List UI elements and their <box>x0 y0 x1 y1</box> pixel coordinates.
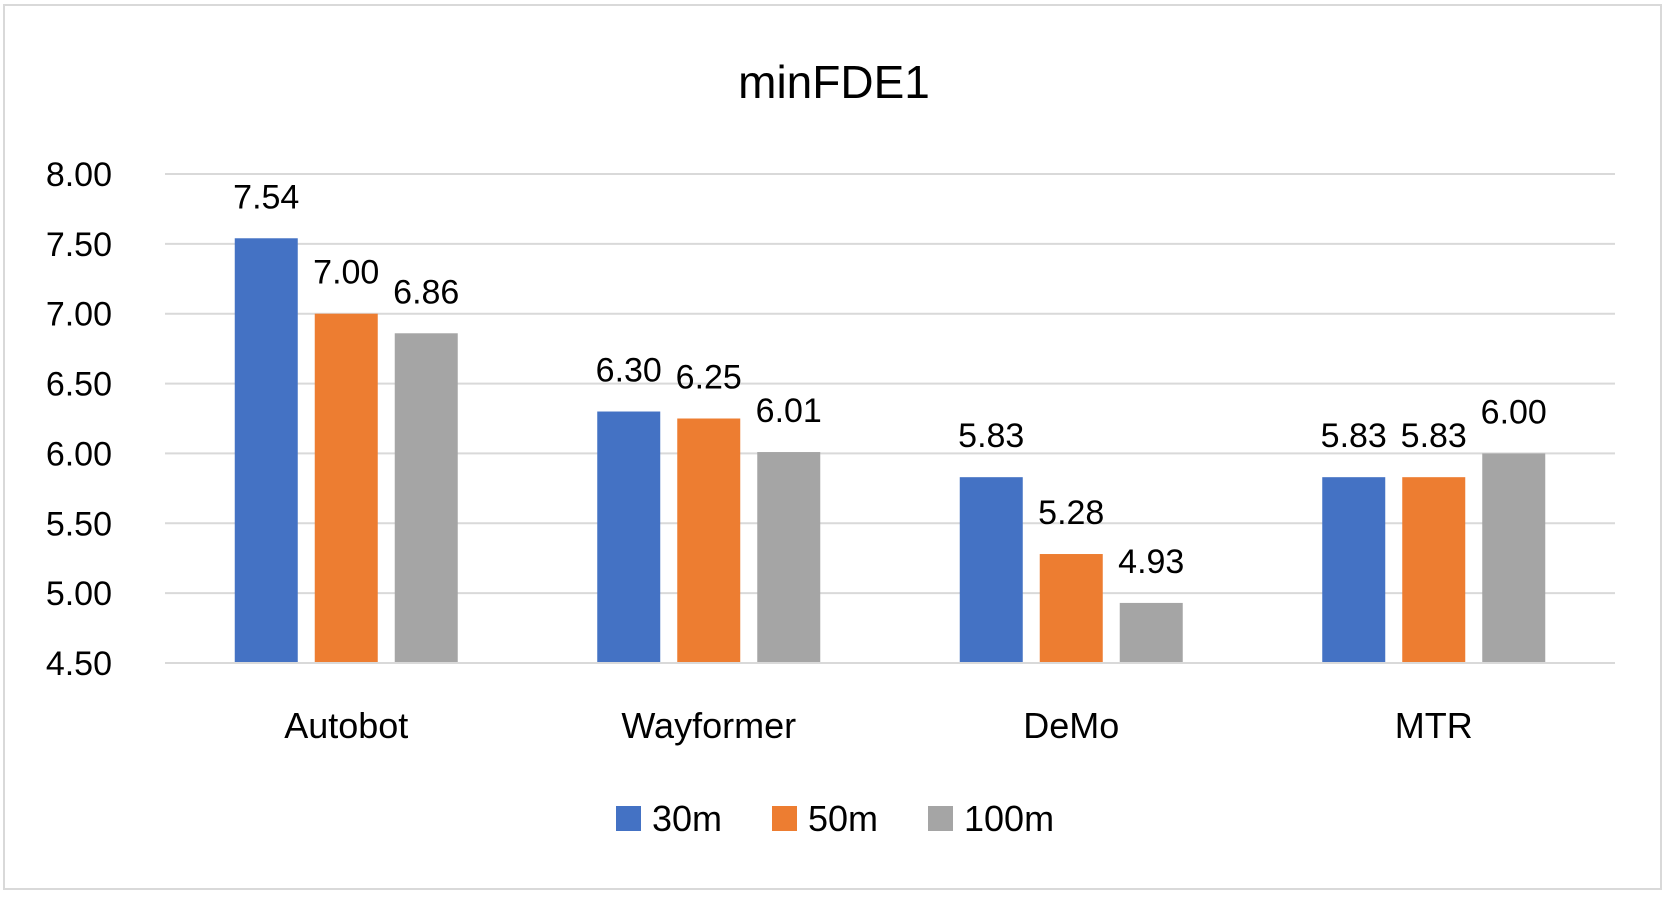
data-label: 6.25 <box>676 359 742 397</box>
y-tick-label: 6.00 <box>46 435 112 473</box>
bar-50m-autobot <box>314 313 378 663</box>
x-tick-label: DeMo <box>1023 705 1119 746</box>
data-label: 6.86 <box>393 273 459 311</box>
bar-50m-demo <box>1039 554 1103 663</box>
legend-swatch-50m <box>772 806 797 831</box>
legend-label: 100m <box>964 798 1054 839</box>
chart-title: minFDE1 <box>738 56 930 108</box>
y-tick-label: 5.00 <box>46 575 112 613</box>
data-label: 7.54 <box>233 178 299 216</box>
y-tick-label: 7.00 <box>46 296 112 334</box>
y-tick-label: 7.50 <box>46 226 112 264</box>
data-label: 6.00 <box>1481 393 1547 431</box>
data-label: 5.83 <box>958 417 1024 455</box>
data-label: 6.30 <box>596 352 662 390</box>
data-label: 5.28 <box>1038 494 1104 532</box>
data-label: 6.01 <box>756 392 822 430</box>
bar-30m-wayformer <box>597 411 661 663</box>
y-tick-label: 6.50 <box>46 366 112 404</box>
bar-100m-autobot <box>394 333 458 663</box>
data-label: 4.93 <box>1118 543 1184 581</box>
legend-swatch-100m <box>928 806 953 831</box>
data-label: 5.83 <box>1321 417 1387 455</box>
legend-label: 30m <box>652 798 722 839</box>
legend-label: 50m <box>808 798 878 839</box>
bar-50m-wayformer <box>677 418 741 663</box>
x-tick-label: Wayformer <box>621 705 796 746</box>
bar-30m-demo <box>959 477 1023 663</box>
data-labels: 7.54 7.00 6.86 6.30 6.25 6.01 5.83 5.28 4.93 5.83… <box>233 178 1547 581</box>
bar-100m-demo <box>1119 602 1183 663</box>
x-axis: Autobot Wayformer DeMo MTR <box>165 662 1615 746</box>
y-tick-label: 4.50 <box>46 645 112 683</box>
bar-30m-mtr <box>1322 477 1386 663</box>
y-axis: 4.50 5.00 5.50 6.00 6.50 7.00 7.50 8.00 <box>46 156 112 683</box>
bar-50m-mtr <box>1402 477 1466 663</box>
y-tick-label: 8.00 <box>46 156 112 194</box>
x-tick-label: Autobot <box>284 705 408 746</box>
legend-swatch-30m <box>616 806 641 831</box>
bars <box>234 238 1546 664</box>
gridlines <box>165 173 1615 664</box>
bar-100m-wayformer <box>757 452 821 663</box>
bar-30m-autobot <box>234 238 298 664</box>
data-label: 7.00 <box>313 254 379 292</box>
legend: 30m 50m 100m <box>616 798 1054 839</box>
x-tick-label: MTR <box>1395 705 1473 746</box>
bar-100m-mtr <box>1482 453 1546 663</box>
data-label: 5.83 <box>1401 417 1467 455</box>
y-tick-label: 5.50 <box>46 505 112 543</box>
